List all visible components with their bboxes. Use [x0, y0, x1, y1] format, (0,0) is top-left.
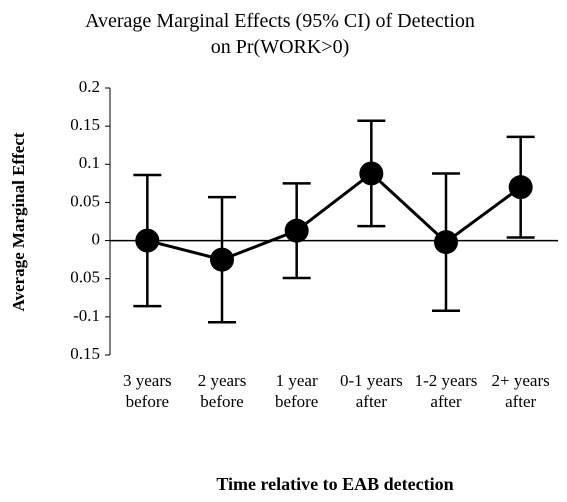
y-tick-label: 0.15: [70, 115, 100, 134]
x-tick-label: 1 year before: [274, 371, 319, 411]
x-tick-label: 1-2 years after: [414, 371, 478, 411]
y-tick-label: 0.1: [79, 153, 100, 172]
point: [359, 161, 384, 186]
chart-title: Average Marginal Effects (95% CI) of Det…: [85, 10, 475, 58]
y-tick-label: 0.05: [70, 191, 100, 210]
point: [135, 228, 160, 253]
point: [508, 175, 533, 200]
y-tick-label: 0: [92, 229, 101, 248]
x-tick-label: 0-1 years after: [339, 371, 403, 411]
x-tick-label: 2+ years after: [491, 371, 550, 411]
x-tick-label: 2 years before: [197, 371, 247, 411]
line: [146, 171, 522, 262]
x-axis-label: Time relative to EAB detection: [216, 474, 454, 494]
y-tick-label: 0.2: [79, 77, 100, 96]
point: [434, 230, 458, 255]
x-tick-label: 3 years before: [123, 371, 172, 411]
y-tick-label: 0.15: [70, 344, 100, 363]
y-tick-label: -0.1: [73, 306, 100, 325]
y-axis-label: Average Marginal Effect: [9, 132, 28, 311]
point: [284, 218, 309, 243]
y-tick-label: 0.05: [70, 268, 100, 287]
point: [210, 247, 234, 272]
